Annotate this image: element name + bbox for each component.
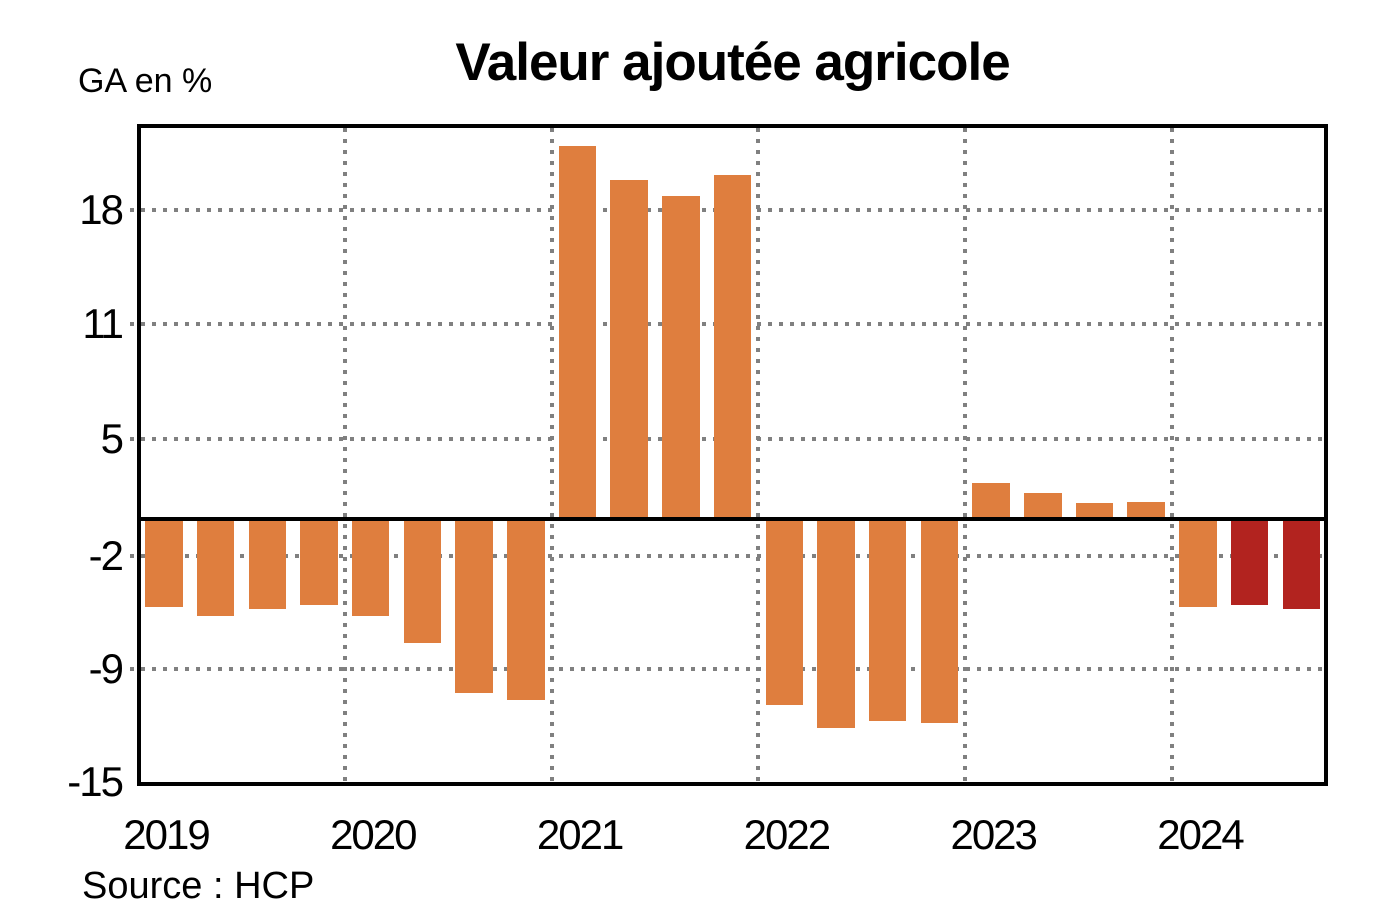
bar xyxy=(1127,501,1165,517)
bar xyxy=(1024,492,1062,517)
bar xyxy=(817,521,855,728)
bar xyxy=(713,175,752,517)
chart-title: Valeur ajoutée agricole xyxy=(455,33,1010,92)
bar xyxy=(1282,521,1320,609)
bar xyxy=(455,521,493,694)
bar xyxy=(1075,503,1114,517)
bar xyxy=(558,145,597,517)
bar xyxy=(507,521,545,701)
y-tick-label: 5 xyxy=(100,414,124,462)
x-year-label: 2021 xyxy=(536,811,624,858)
gridline-vertical xyxy=(963,128,968,782)
gridline-horizontal xyxy=(130,667,1324,671)
bar xyxy=(868,521,907,722)
gridline-vertical xyxy=(756,128,761,782)
bar xyxy=(920,521,959,723)
x-year-label: 2023 xyxy=(950,811,1037,858)
y-tick-label: -2 xyxy=(88,532,124,579)
bar xyxy=(765,521,803,706)
y-tick-label: 18 xyxy=(79,186,124,233)
bar xyxy=(300,521,338,606)
x-year-label: 2019 xyxy=(123,811,210,858)
x-year-label: 2020 xyxy=(330,811,417,858)
zero-axis-line xyxy=(141,517,1324,521)
y-axis-unit-label: GA en % xyxy=(78,62,213,100)
bar xyxy=(351,521,390,616)
bar xyxy=(1179,521,1217,607)
bar xyxy=(196,521,235,616)
gridline-vertical xyxy=(1170,128,1174,782)
bar xyxy=(662,195,700,517)
bar xyxy=(248,521,286,609)
bar xyxy=(403,521,442,644)
source-label: Source : HCP xyxy=(82,865,315,902)
bar xyxy=(972,482,1010,517)
gridline-vertical xyxy=(342,128,347,782)
bar xyxy=(145,521,183,607)
bar xyxy=(610,180,648,517)
gridline-vertical xyxy=(549,128,554,782)
gridline-horizontal xyxy=(130,554,1324,558)
y-tick-label: 11 xyxy=(82,300,124,347)
y-tick-label: -15 xyxy=(67,758,124,805)
y-tick-label: -9 xyxy=(88,645,124,692)
x-year-label: 2024 xyxy=(1157,811,1244,858)
bar xyxy=(1230,521,1269,606)
x-year-label: 2022 xyxy=(743,811,831,858)
